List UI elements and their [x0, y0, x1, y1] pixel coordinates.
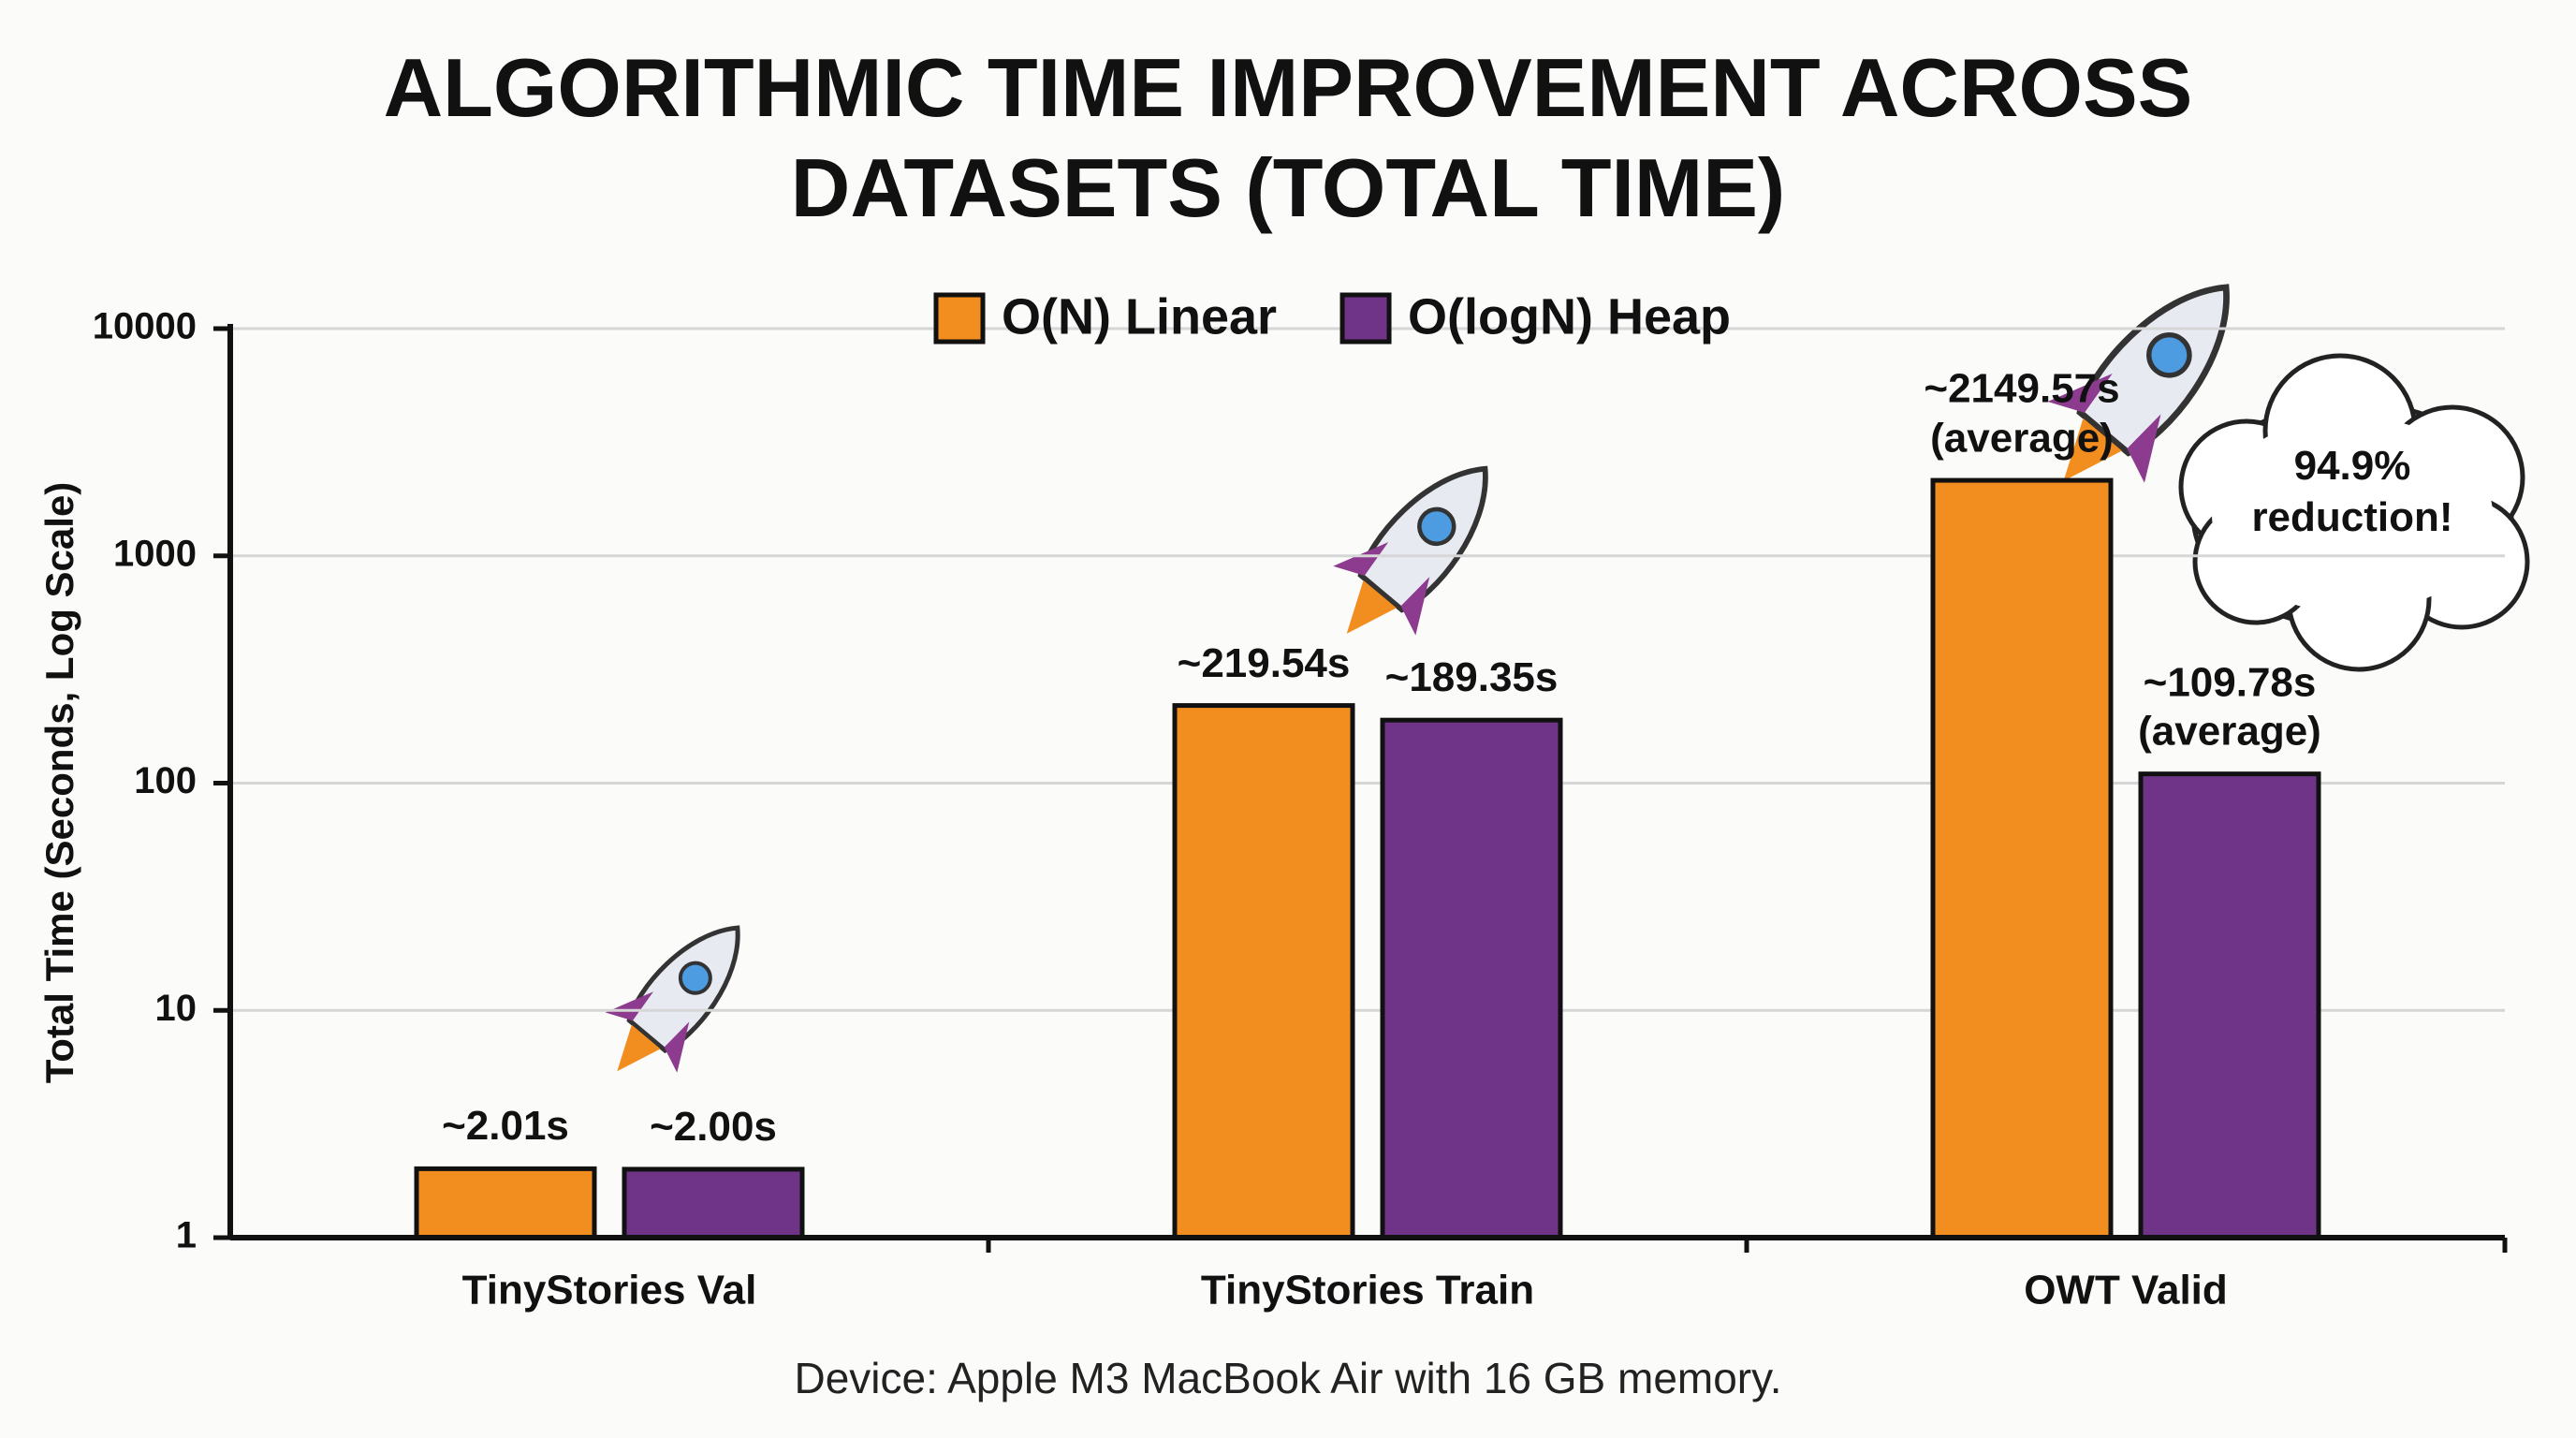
- y-tick-label: 100: [134, 760, 197, 801]
- bar: [1930, 477, 2114, 1240]
- bar: [1172, 703, 1355, 1240]
- y-tick-label: 10: [155, 988, 198, 1029]
- value-label: ~2.01s: [442, 1103, 569, 1150]
- x-tick-label: TinyStories Val: [462, 1268, 757, 1313]
- value-label: ~219.54s: [1177, 639, 1351, 686]
- legend-label: O(logN) Heap: [1408, 288, 1731, 345]
- bar: [622, 1167, 805, 1240]
- annotation: 94.9% reduction!: [2251, 443, 2453, 540]
- value-label: ~109.78s (average): [2138, 659, 2321, 755]
- value-label: ~189.35s: [1384, 654, 1559, 701]
- value-label: ~2.00s: [650, 1104, 777, 1151]
- value-label: ~2149.57s (average): [1924, 365, 2120, 462]
- chart-title: ALGORITHMIC TIME IMPROVEMENT ACROSS DATA…: [383, 41, 2193, 235]
- x-tick-label: TinyStories Train: [1201, 1268, 1534, 1313]
- bar: [2138, 771, 2321, 1240]
- footer: Device: Apple M3 MacBook Air with 16 GB …: [794, 1354, 1782, 1402]
- rocket: [1333, 465, 1488, 636]
- cloud: [2178, 353, 2530, 672]
- legend-swatch: [1339, 292, 1392, 345]
- legend-swatch: [933, 292, 986, 345]
- y-tick-label: 1: [176, 1215, 197, 1256]
- legend-label: O(N) Linear: [1002, 288, 1277, 345]
- y-tick-label: 1000: [113, 533, 197, 574]
- rocket: [605, 925, 740, 1073]
- y-tick-label: 10000: [93, 306, 197, 347]
- bar: [1380, 717, 1563, 1240]
- bar: [414, 1166, 597, 1240]
- x-tick-label: OWT Valid: [2024, 1268, 2228, 1313]
- y-axis-label: Total Time (Seconds, Log Scale): [37, 482, 81, 1084]
